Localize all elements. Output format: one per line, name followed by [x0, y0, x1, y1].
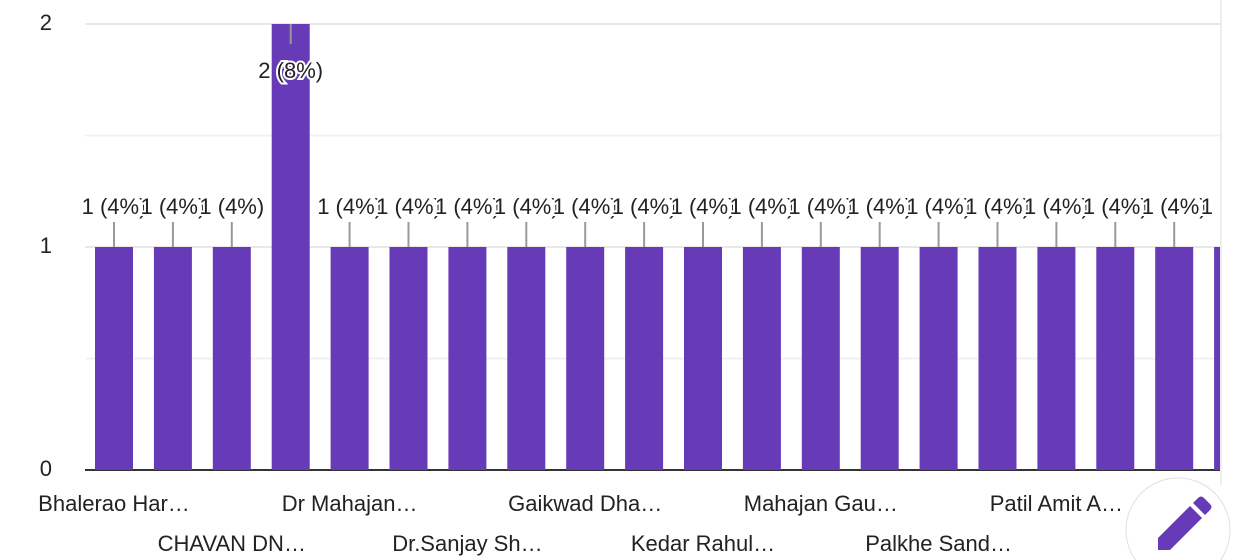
bar: [566, 247, 605, 470]
bar: [978, 247, 1017, 470]
data-label: 1 (4%): [965, 194, 1030, 219]
bar: [1214, 247, 1220, 470]
data-label: 2 (8%): [258, 58, 323, 83]
data-label: 1 (4%): [1024, 194, 1089, 219]
edit-button[interactable]: [1125, 477, 1231, 560]
bar: [448, 247, 487, 470]
data-label: 1 (4%): [553, 194, 618, 219]
x-tick-label: Bhalerao Har…: [38, 491, 190, 516]
bar: [212, 247, 251, 470]
data-label: 1 (4%): [1201, 194, 1233, 219]
bar: [801, 247, 840, 470]
data-label: 1 (4%): [1083, 194, 1148, 219]
data-label: 1 (4%): [906, 194, 971, 219]
y-tick-label: 1: [40, 233, 52, 258]
bar: [625, 247, 664, 470]
data-label: 1 (4%): [317, 194, 382, 219]
x-tick-label: Patil Amit A…: [990, 491, 1123, 516]
data-label: 1 (4%): [788, 194, 853, 219]
x-tick-label: CHAVAN DN…: [158, 531, 306, 556]
data-label: 1 (4%): [1142, 194, 1207, 219]
data-label: 1 (4%): [82, 194, 147, 219]
bar: [1096, 247, 1135, 470]
bar: [95, 247, 133, 470]
bar: [684, 247, 722, 470]
data-label: 1 (4%): [435, 194, 500, 219]
data-label: 1 (4%): [141, 194, 206, 219]
data-label: 1 (4%): [612, 194, 677, 219]
data-label: 1 (4%): [671, 194, 736, 219]
bar: [860, 247, 899, 470]
bar: [1155, 247, 1194, 470]
x-tick-label: Kedar Rahul…: [631, 531, 775, 556]
x-tick-label: Palkhe Sand…: [865, 531, 1012, 556]
bar: [742, 247, 781, 470]
x-tick-label: Mahajan Gau…: [744, 491, 898, 516]
bar: [507, 247, 546, 470]
data-label: 1 (4%): [494, 194, 559, 219]
bar: [1037, 247, 1076, 470]
bar: [153, 247, 192, 470]
data-label: 1 (4%): [730, 194, 795, 219]
bar: [389, 247, 428, 470]
plot: 1 (4%)Bhalerao Har…1 (4%)1 (4%)CHAVAN DN…: [38, 23, 1233, 556]
bar: [271, 24, 310, 470]
data-label: 1 (4%): [847, 194, 912, 219]
y-tick-label: 2: [40, 10, 52, 35]
y-tick-label: 0: [40, 456, 52, 481]
pencil-icon[interactable]: [1158, 496, 1212, 551]
data-label: 1 (4%): [199, 194, 264, 219]
bar: [330, 247, 369, 470]
x-tick-label: Dr.Sanjay Sh…: [392, 531, 542, 556]
data-label: 1 (4%): [376, 194, 441, 219]
x-tick-label: Gaikwad Dha…: [508, 491, 662, 516]
bar: [919, 247, 958, 470]
x-tick-label: Dr Mahajan…: [282, 491, 418, 516]
